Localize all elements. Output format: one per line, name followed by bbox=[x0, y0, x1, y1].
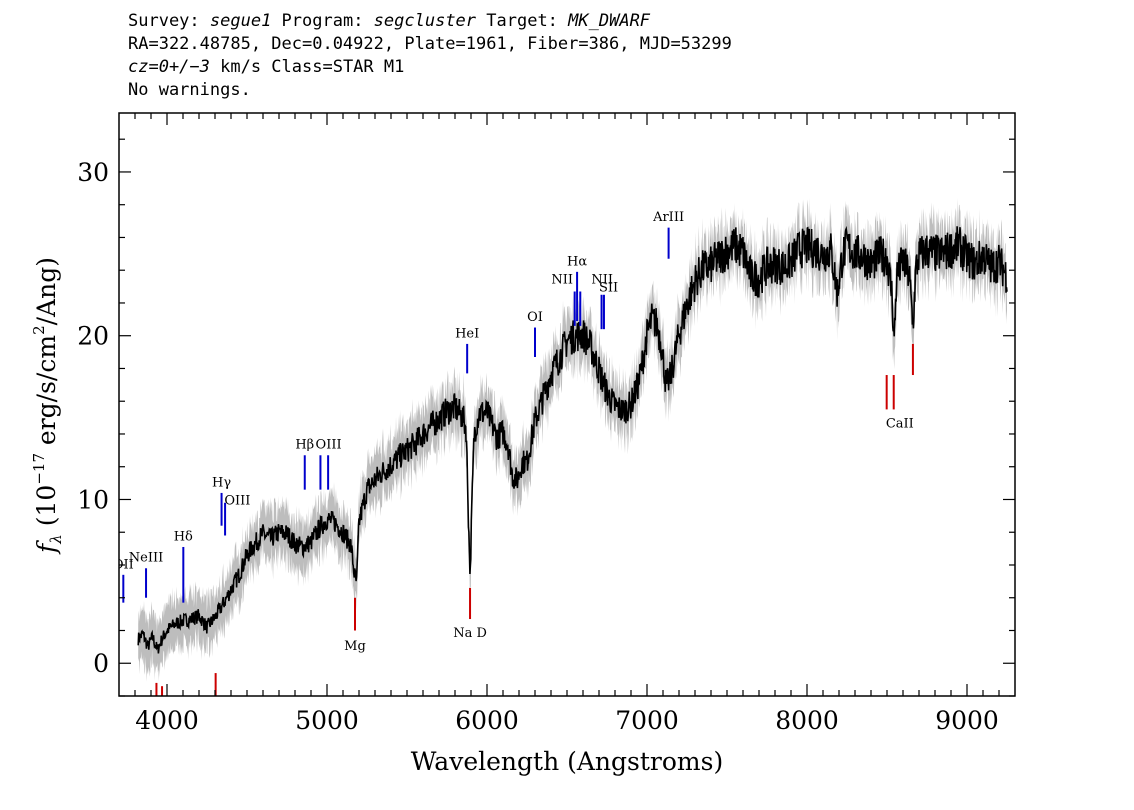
target-value: MK_DWARF bbox=[568, 11, 651, 31]
x-tick-label: 6000 bbox=[455, 706, 519, 735]
plot-frame bbox=[118, 112, 1016, 697]
spectral-line-label: NeIII bbox=[129, 551, 163, 566]
axis-ticks: 4000 5000 6000 7000 8000 9000 0 10 20 30 bbox=[77, 113, 1015, 735]
y-axis-title-unit-a: (10 bbox=[32, 485, 61, 535]
x-axis-title: Wavelength (Angstroms) bbox=[411, 747, 723, 776]
redshift-value: cz=0+/−3 bbox=[128, 57, 210, 77]
y-tick-label: 30 bbox=[77, 158, 109, 187]
spectral-line-label: Hγ bbox=[212, 475, 231, 490]
spectral-line-label: SII bbox=[599, 281, 618, 296]
y-axis-title-unit-b: erg/s/cm bbox=[32, 335, 61, 453]
y-tick-label: 20 bbox=[77, 322, 109, 351]
spectral-line-label: NII bbox=[591, 272, 613, 287]
program-value: segcluster bbox=[373, 11, 477, 31]
spectral-line-label: CaII bbox=[886, 416, 914, 431]
spectral-line-label: Hβ bbox=[295, 438, 314, 453]
spectral-line-label: Hα bbox=[567, 254, 587, 269]
x-tick-label: 8000 bbox=[775, 706, 839, 735]
spectral-line-label: OI bbox=[527, 310, 543, 325]
x-tick-label: 4000 bbox=[135, 706, 199, 735]
spectral-line-label: Na D bbox=[453, 626, 487, 641]
y-axis-title-squared: 2 bbox=[30, 325, 48, 335]
spectral-line-label: Hδ bbox=[174, 529, 193, 544]
y-tick-label: 10 bbox=[77, 485, 109, 514]
spectral-line-label: NII bbox=[551, 272, 573, 287]
y-axis-title-f: f bbox=[32, 540, 61, 555]
header-line-2: RA=322.48785, Dec=0.04922, Plate=1961, F… bbox=[128, 34, 732, 54]
spectral-line-label: OII bbox=[113, 557, 134, 572]
x-tick-label: 5000 bbox=[295, 706, 359, 735]
program-label: Program: bbox=[271, 11, 374, 31]
spectral-line-label: OIII bbox=[316, 438, 342, 453]
y-axis-title-unit-c: /Ang) bbox=[32, 257, 61, 325]
spectrum-line bbox=[137, 225, 1008, 654]
target-label: Target: bbox=[476, 11, 569, 31]
spectrum-header: Survey: segue1 Program: segcluster Targe… bbox=[128, 10, 732, 102]
spectral-line-label: OIII bbox=[224, 493, 250, 508]
survey-value: segue1 bbox=[209, 11, 272, 31]
y-axis-title-exponent: −17 bbox=[30, 453, 48, 485]
error-band bbox=[138, 197, 1007, 682]
x-tick-label: 7000 bbox=[615, 706, 679, 735]
class-info: km/s Class=STAR M1 bbox=[209, 57, 405, 77]
spectral-line-label: HeI bbox=[455, 326, 479, 341]
spectral-line-label: ArIII bbox=[652, 210, 684, 225]
spectral-line-label: Mg bbox=[344, 639, 366, 654]
survey-label: Survey: bbox=[128, 11, 210, 31]
y-tick-label: 0 bbox=[93, 649, 109, 678]
header-line-4: No warnings. bbox=[128, 80, 251, 100]
y-axis-title-lambda: λ bbox=[47, 534, 65, 545]
y-axis-title: fλ (10−17 erg/s/cm2/Ang) bbox=[30, 257, 65, 555]
header-line-1: Survey: segue1 Program: segcluster Targe… bbox=[128, 10, 732, 33]
x-tick-label: 9000 bbox=[935, 706, 999, 735]
header-line-3: cz=0+/−3 km/s Class=STAR M1 bbox=[128, 56, 732, 79]
